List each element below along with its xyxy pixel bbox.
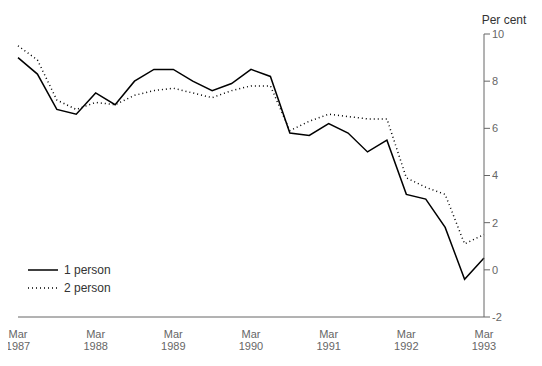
- svg-text:Mar1990: Mar1990: [239, 328, 263, 353]
- html-text:1 person: 1 person: [64, 263, 111, 277]
- svg-text:Mar1988: Mar1988: [83, 328, 107, 353]
- svg-text:8: 8: [492, 75, 498, 87]
- svg-text:10: 10: [492, 28, 504, 40]
- svg-text:Mar1993: Mar1993: [472, 328, 496, 353]
- svg-text:-2: -2: [492, 311, 502, 323]
- svg-text:Per cent: Per cent: [482, 13, 527, 27]
- svg-text:4: 4: [492, 169, 498, 181]
- svg-text:Mar1987: Mar1987: [8, 328, 30, 353]
- svg-text:Mar1992: Mar1992: [394, 328, 418, 353]
- svg-text:6: 6: [492, 122, 498, 134]
- svg-text:2: 2: [492, 217, 498, 229]
- html-text:2 person: 2 person: [64, 281, 111, 295]
- svg-text:Mar1991: Mar1991: [316, 328, 340, 353]
- svg-text:Mar1989: Mar1989: [161, 328, 185, 353]
- svg-text:0: 0: [492, 264, 498, 276]
